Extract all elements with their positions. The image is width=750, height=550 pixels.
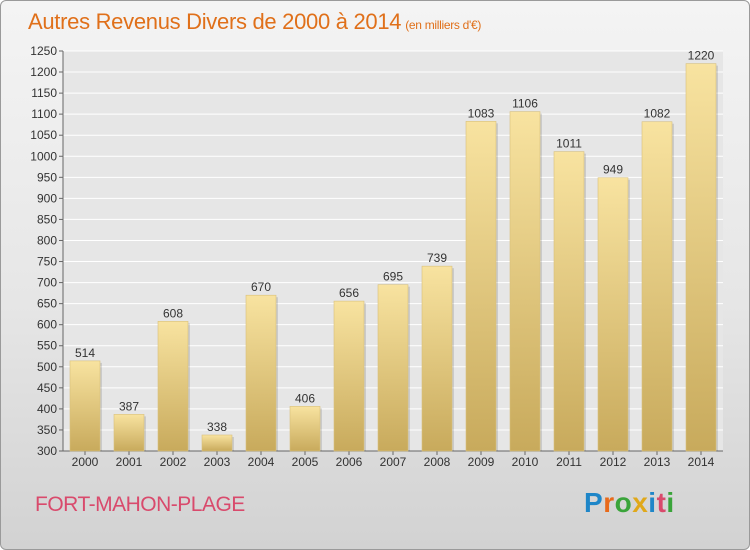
x-tick-label-2012: 2012 — [600, 455, 627, 469]
y-tick-label: 800 — [37, 233, 57, 247]
bar-2014 — [685, 63, 717, 452]
bar-2006 — [333, 300, 365, 452]
y-tick-label: 300 — [37, 444, 57, 458]
y-tick-label: 1150 — [31, 86, 57, 100]
y-tick-label: 500 — [37, 360, 57, 374]
bar-2012 — [597, 177, 629, 452]
y-tick-label: 750 — [37, 255, 57, 269]
y-tick-label: 600 — [37, 318, 57, 332]
data-label-2014: 1220 — [688, 49, 715, 63]
y-tick-label: 900 — [37, 191, 57, 205]
x-tick-label-2014: 2014 — [688, 455, 715, 469]
data-label-2007: 695 — [383, 270, 403, 284]
x-tick-label-2008: 2008 — [424, 455, 451, 469]
x-tick-label-2010: 2010 — [512, 455, 539, 469]
brand-letter: o — [614, 487, 633, 518]
x-tick-label-2007: 2007 — [380, 455, 407, 469]
x-tick-label-2011: 2011 — [556, 455, 582, 469]
data-labels: 514 387 608 338 670 406 656 695 739 1083 1106 1011 9… — [75, 49, 715, 434]
bar-2011 — [553, 151, 585, 452]
bar-2013 — [641, 121, 673, 452]
bars — [69, 63, 718, 452]
data-label-2002: 608 — [163, 306, 183, 320]
data-label-2006: 656 — [339, 286, 359, 300]
y-tick-label: 1000 — [30, 149, 57, 163]
bar-2000 — [69, 360, 101, 452]
x-tick-label-2013: 2013 — [644, 455, 671, 469]
data-label-2011: 1011 — [556, 137, 582, 151]
bar-2002 — [157, 321, 189, 452]
y-tick-label: 550 — [37, 339, 57, 353]
y-tick-label: 1250 — [30, 44, 57, 58]
bar-2001 — [113, 414, 145, 452]
data-label-2008: 739 — [427, 251, 447, 265]
brand-letter: P — [584, 487, 604, 518]
bar-2003 — [201, 434, 233, 452]
data-label-2004: 670 — [251, 280, 271, 294]
brand-letter: r — [603, 487, 615, 518]
chart-unit-label: (en milliers d'€) — [405, 18, 482, 32]
chart-title: Autres Revenus Divers de 2000 à 2014 (en … — [28, 9, 481, 35]
y-tick-label: 950 — [37, 170, 57, 184]
x-tick-label-2000: 2000 — [72, 455, 99, 469]
y-tick-label: 1200 — [30, 65, 57, 79]
x-tick-label-2005: 2005 — [292, 455, 319, 469]
x-tick-label-2003: 2003 — [204, 455, 231, 469]
y-tick-label: 700 — [37, 276, 57, 290]
bar-2008 — [421, 265, 453, 452]
x-tick-label-2009: 2009 — [468, 455, 495, 469]
y-tick-label: 1050 — [30, 128, 57, 142]
x-tick-label-2006: 2006 — [336, 455, 363, 469]
bar-2007 — [377, 284, 409, 452]
data-label-2003: 338 — [207, 420, 227, 434]
bar-2004 — [245, 294, 277, 452]
brand-letter: t — [656, 487, 667, 518]
bar-2005 — [289, 406, 321, 452]
data-label-2001: 387 — [119, 399, 139, 413]
y-tick-label: 650 — [37, 297, 57, 311]
brand-letter: i — [666, 487, 675, 518]
brand-letter: x — [632, 487, 649, 518]
brand-logo: Proxiti — [584, 487, 675, 519]
bar-2010 — [509, 111, 541, 452]
y-tick-label: 400 — [37, 402, 57, 416]
data-label-2013: 1082 — [644, 107, 671, 121]
brand-letter: i — [648, 487, 657, 518]
data-label-2012: 949 — [603, 163, 623, 177]
y-tick-label: 450 — [37, 381, 57, 395]
x-tick-label-2004: 2004 — [248, 455, 275, 469]
y-tick-label: 350 — [37, 423, 57, 437]
y-tick-label: 1100 — [31, 107, 57, 121]
axes: 300 350 400 450 500 550 600 650 700 750 800 850 900 9… — [30, 44, 723, 469]
x-tick-label-2001: 2001 — [116, 455, 143, 469]
data-label-2009: 1083 — [468, 106, 495, 120]
bar-2009 — [465, 121, 497, 452]
data-label-2000: 514 — [75, 346, 95, 360]
x-tick-label-2002: 2002 — [160, 455, 187, 469]
data-label-2010: 1106 — [512, 97, 538, 111]
location-label: FORT-MAHON-PLAGE — [35, 493, 245, 516]
chart-title-text: Autres Revenus Divers de 2000 à 2014 — [28, 9, 402, 34]
y-tick-label: 850 — [37, 212, 57, 226]
data-label-2005: 406 — [295, 391, 315, 405]
